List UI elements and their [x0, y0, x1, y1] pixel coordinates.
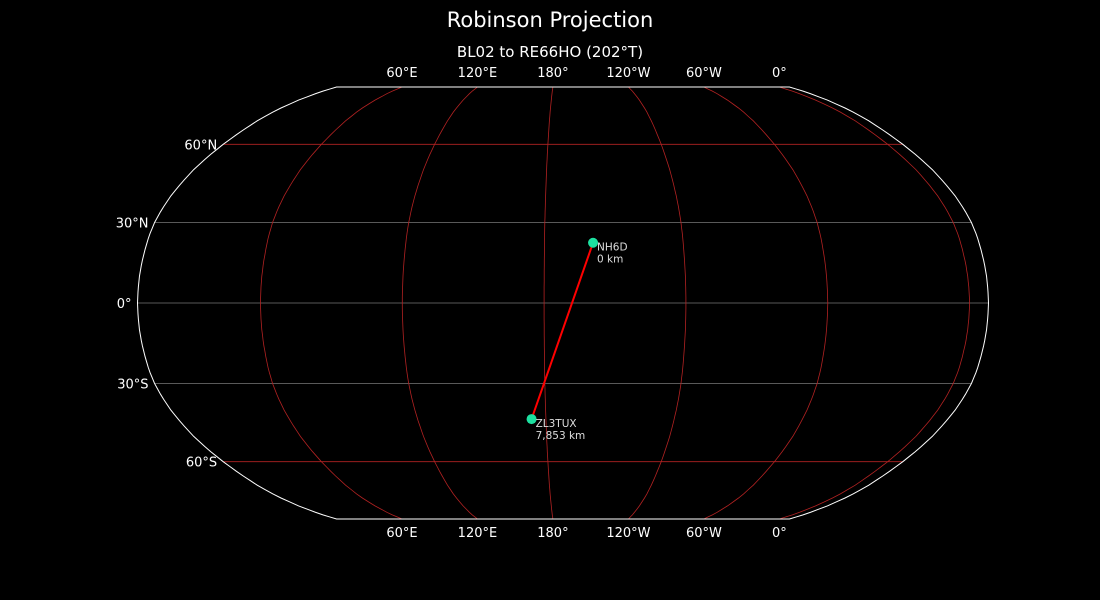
lon-label-top: 0°	[772, 66, 787, 81]
meridian-120°W	[628, 86, 687, 520]
meridian-120°E	[401, 86, 478, 520]
station-call-label: ZL3TUX	[536, 418, 577, 430]
lon-label-bottom: 60°E	[386, 526, 417, 541]
lat-label: 30°S	[117, 377, 148, 392]
station-marker	[526, 414, 537, 425]
station-distance-label: 7,853 km	[536, 430, 586, 442]
meridian-180°	[543, 86, 554, 520]
station-distance-label: 0 km	[597, 254, 623, 266]
map-boundary	[136, 86, 990, 520]
lon-label-bottom: 0°	[772, 526, 787, 541]
lon-label-bottom: 120°E	[458, 526, 498, 541]
map-subtitle: BL02 to RE66HO (202°T)	[456, 43, 644, 61]
lon-label-bottom: 60°W	[686, 526, 722, 541]
map-title: Robinson Projection	[446, 8, 654, 32]
station-call-label: NH6D	[597, 242, 628, 254]
lon-label-top: 120°W	[606, 66, 650, 81]
lon-label-top: 120°E	[458, 66, 498, 81]
meridian-60°E	[259, 86, 403, 520]
lon-label-top: 180°	[537, 66, 568, 81]
meridian-0°	[779, 86, 971, 520]
station-marker	[588, 237, 599, 248]
lon-label-bottom: 120°W	[606, 526, 650, 541]
lon-label-top: 60°W	[686, 66, 722, 81]
lon-label-top: 60°E	[386, 66, 417, 81]
lat-label: 60°S	[186, 456, 217, 471]
lon-label-bottom: 180°	[537, 526, 568, 541]
lat-label: 60°N	[184, 138, 217, 153]
lat-label: 0°	[117, 297, 132, 312]
lat-label: 30°N	[116, 217, 149, 232]
great-circle-path	[530, 242, 594, 420]
meridian-60°W	[703, 86, 829, 520]
